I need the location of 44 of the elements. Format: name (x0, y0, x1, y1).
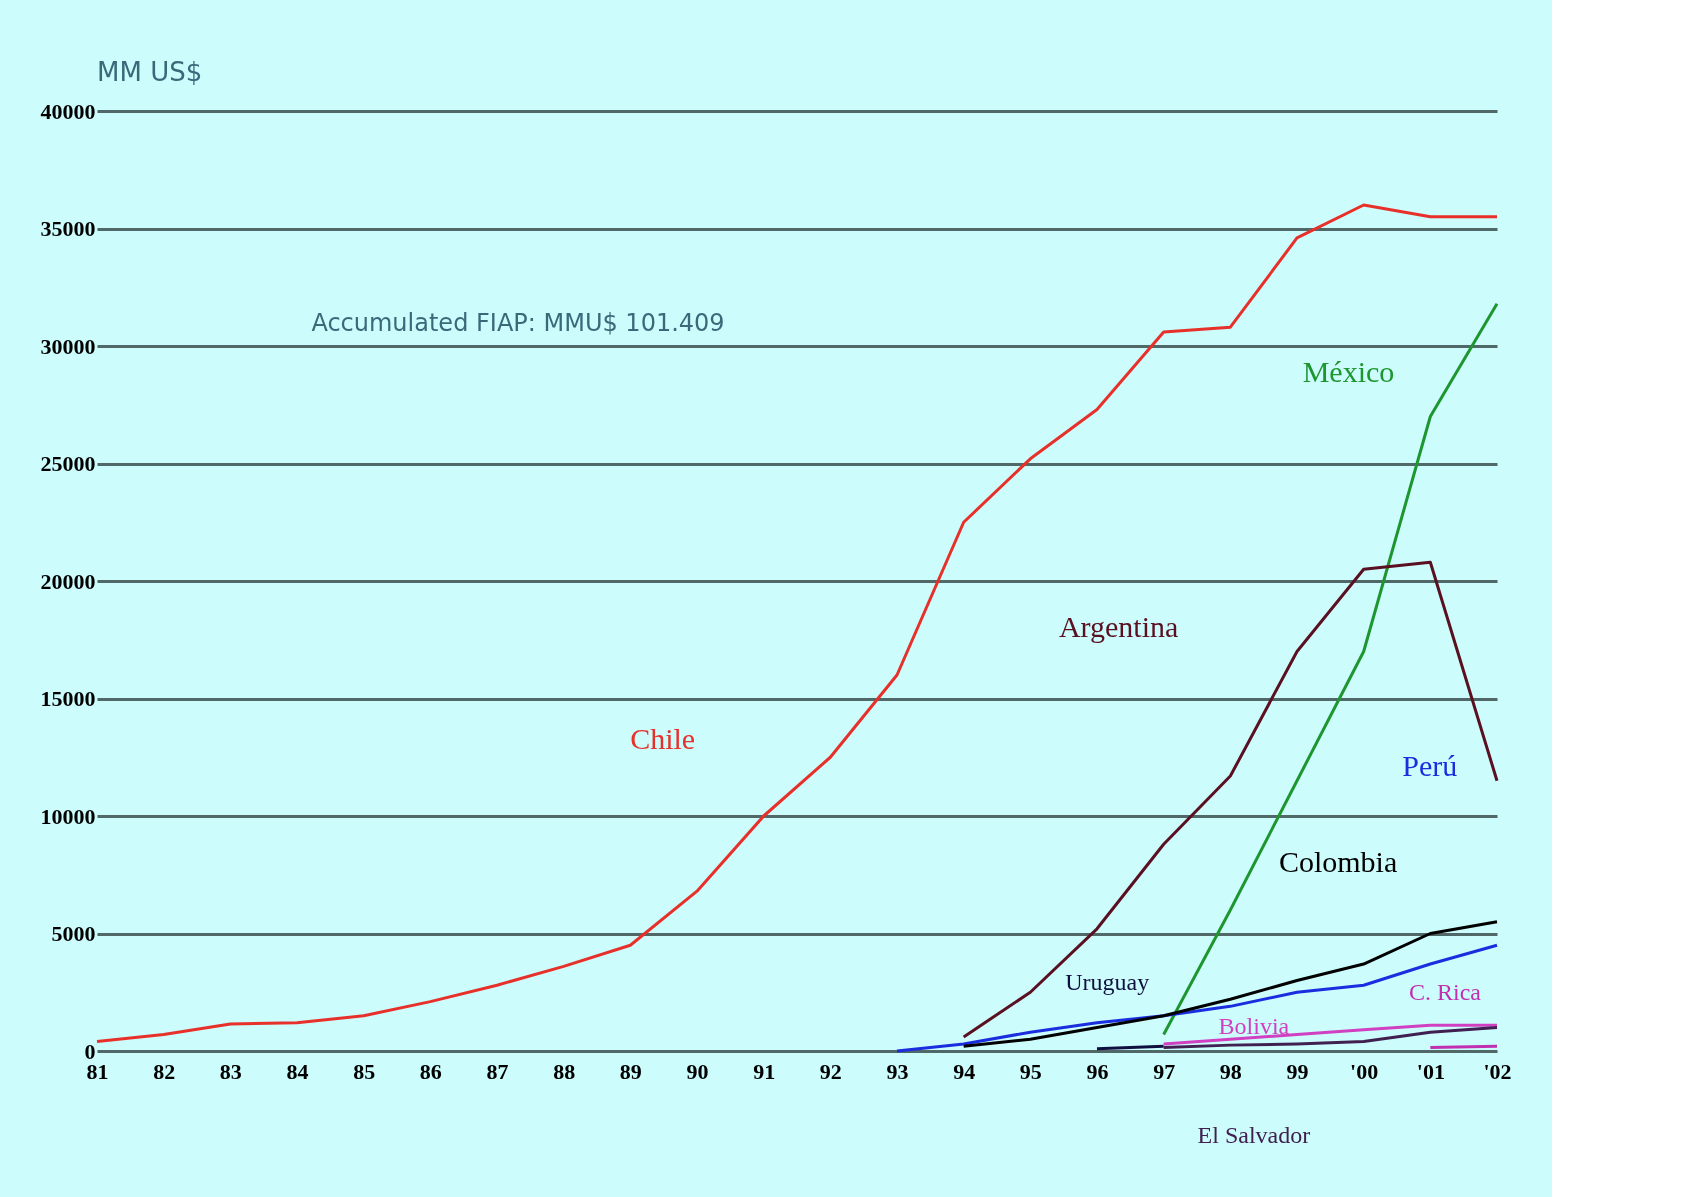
x-tick-label: 97 (1153, 1058, 1176, 1084)
x-tick-label: 84 (286, 1058, 309, 1084)
text: Uruguay (1065, 969, 1150, 996)
x-tick-label: '01 (1416, 1058, 1445, 1084)
y-tick-label: 20000 (40, 568, 96, 594)
series-label: México (1302, 355, 1395, 389)
x-tick-label: 99 (1286, 1058, 1309, 1084)
series-label: C. Rica (1408, 978, 1482, 1005)
x-tick-label: 89 (619, 1058, 642, 1084)
text: Colombia (1278, 845, 1398, 878)
annotation: Accumulated FIAP: MMU$ 101.409 (311, 309, 725, 337)
x-tick-label: 87 (486, 1058, 509, 1084)
x-tick-label: 86 (419, 1058, 442, 1084)
y-tick-label: 30000 (40, 333, 96, 359)
y-tick-label: 35000 (40, 216, 96, 241)
y-tick-label: 10000 (40, 803, 96, 829)
x-tick-label: 83 (219, 1058, 242, 1084)
series-label: Bolivia (1218, 1012, 1290, 1039)
y-tick-label: 15000 (40, 686, 96, 711)
line-series (962, 920, 1499, 1048)
line-series (95, 203, 1499, 1044)
y-tick-label: 5000 (51, 921, 96, 946)
text: Argentina (1058, 610, 1179, 643)
y-axis-title: MM US$ (97, 57, 203, 87)
text: Chile (630, 721, 696, 755)
x-tick-label: 96 (1086, 1058, 1109, 1084)
y-tick-label: 40000 (40, 98, 96, 124)
x-tick-label: 95 (1019, 1058, 1042, 1084)
line-series (962, 560, 1499, 1039)
x-tick-label: 88 (553, 1058, 576, 1084)
x-tick-label: 91 (753, 1058, 776, 1084)
x-tick-label: 90 (686, 1058, 709, 1084)
x-tick-label: '00 (1350, 1058, 1379, 1084)
x-tick-label: 82 (153, 1058, 176, 1084)
x-tick-label: 85 (353, 1058, 376, 1084)
line-series (895, 943, 1499, 1053)
x-tick-label: 92 (819, 1058, 842, 1084)
y-tick-label: 25000 (40, 451, 96, 476)
x-tick-label: '02 (1483, 1058, 1512, 1084)
x-tick-label: 98 (1219, 1058, 1242, 1084)
x-tick-label: 93 (886, 1058, 909, 1084)
text: Perú (1402, 749, 1458, 783)
x-tick-label: 94 (953, 1058, 976, 1084)
text: El Salvador (1197, 1121, 1311, 1148)
